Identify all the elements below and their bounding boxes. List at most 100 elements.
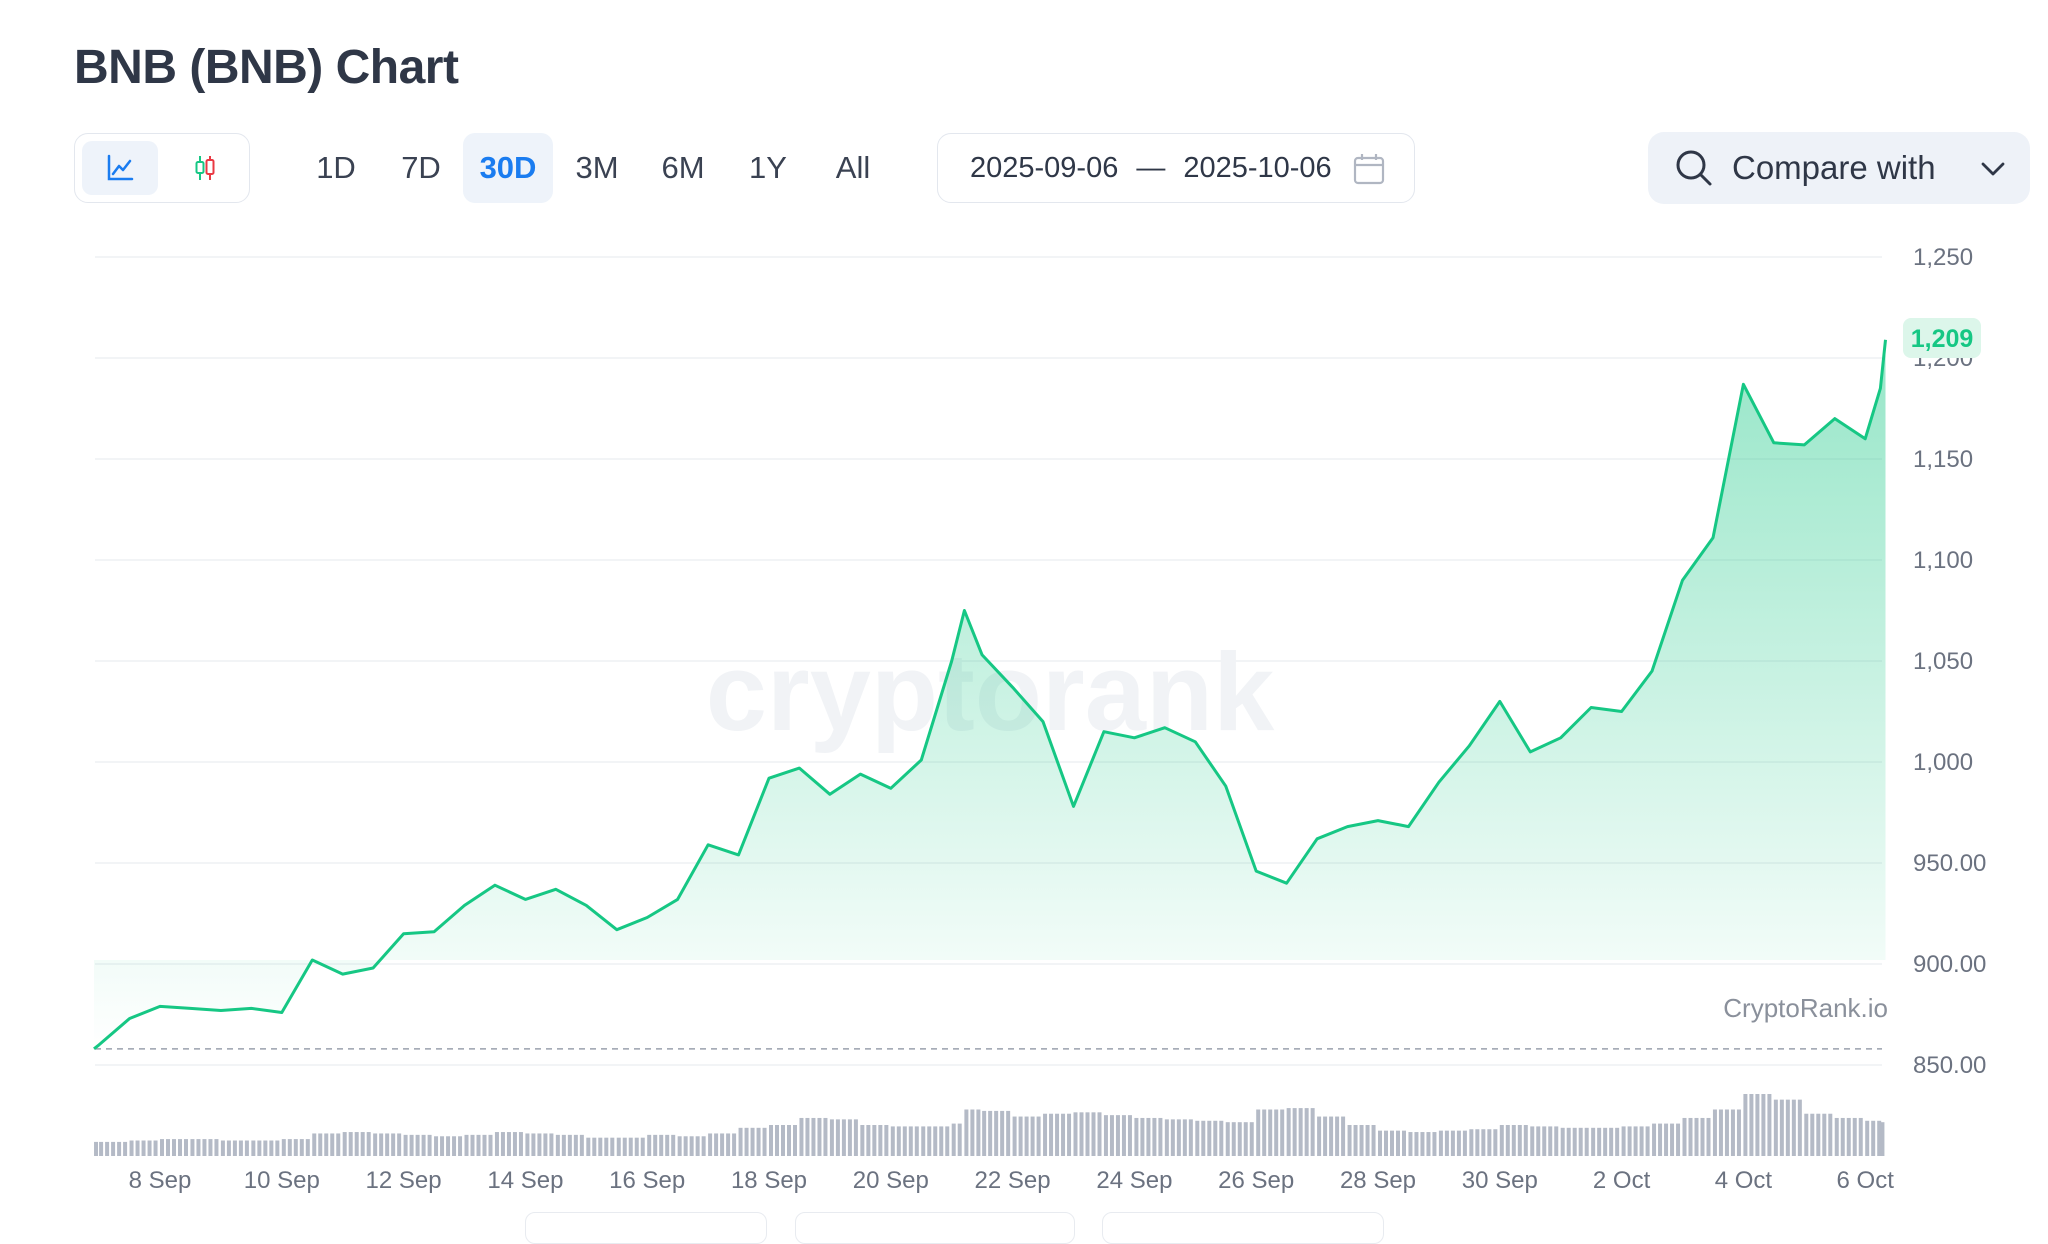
volume-bar bbox=[726, 1133, 730, 1156]
volume-bar bbox=[1810, 1114, 1814, 1156]
volume-bar bbox=[422, 1135, 426, 1156]
volume-bar bbox=[939, 1126, 943, 1156]
volume-bar bbox=[580, 1135, 584, 1156]
volume-bar bbox=[1603, 1128, 1607, 1156]
volume-bar bbox=[1816, 1114, 1820, 1156]
volume-bar bbox=[1098, 1112, 1102, 1156]
volume-bar bbox=[1031, 1117, 1035, 1156]
volume-bar bbox=[1622, 1126, 1626, 1156]
x-tick-label: 18 Sep bbox=[731, 1167, 807, 1194]
x-tick-label: 10 Sep bbox=[244, 1167, 320, 1194]
volume-bar bbox=[623, 1138, 627, 1156]
volume-bar bbox=[336, 1133, 340, 1156]
volume-bar bbox=[355, 1132, 359, 1156]
volume-bar bbox=[1025, 1117, 1029, 1156]
volume-bar bbox=[775, 1125, 779, 1156]
volume-bar bbox=[739, 1128, 743, 1156]
volume-bar bbox=[641, 1138, 645, 1156]
price-area-fill bbox=[94, 340, 1886, 1049]
volume-bar bbox=[1481, 1129, 1485, 1156]
volume-bar bbox=[1116, 1115, 1120, 1156]
volume-bar bbox=[330, 1133, 334, 1156]
volume-bar bbox=[1676, 1124, 1680, 1156]
volume-bar bbox=[1554, 1126, 1558, 1156]
y-tick-label: 1,050 bbox=[1913, 648, 1973, 675]
x-tick-label: 4 Oct bbox=[1715, 1167, 1773, 1194]
volume-bar bbox=[1293, 1108, 1297, 1156]
volume-bar bbox=[574, 1135, 578, 1156]
volume-bar bbox=[872, 1125, 876, 1156]
volume-bar bbox=[1755, 1094, 1759, 1156]
volume-bar bbox=[1500, 1125, 1504, 1156]
volume-bar bbox=[988, 1111, 992, 1156]
volume-bar bbox=[1880, 1122, 1884, 1156]
volume-bar bbox=[1451, 1131, 1455, 1156]
volume-bar bbox=[1146, 1118, 1150, 1156]
volume-bar bbox=[1165, 1119, 1169, 1156]
volume-bar bbox=[1804, 1114, 1808, 1156]
volume-bar bbox=[1207, 1121, 1211, 1156]
volume-bar bbox=[1493, 1129, 1497, 1156]
volume-bar bbox=[836, 1119, 840, 1156]
volume-bar bbox=[1360, 1125, 1364, 1156]
volume-bar bbox=[1664, 1124, 1668, 1156]
volume-bar bbox=[1792, 1100, 1796, 1156]
volume-bar bbox=[172, 1139, 176, 1156]
y-tick-label: 900.00 bbox=[1913, 951, 1986, 978]
volume-bar bbox=[1780, 1100, 1784, 1156]
volume-bar bbox=[1512, 1125, 1516, 1156]
volume-bar bbox=[452, 1136, 456, 1156]
volume-bar bbox=[1177, 1119, 1181, 1156]
volume-bar bbox=[793, 1125, 797, 1156]
volume-bar bbox=[379, 1133, 383, 1156]
volume-bar bbox=[1439, 1131, 1443, 1156]
volume-bar bbox=[263, 1141, 267, 1157]
current-price-badge: 1,209 bbox=[1911, 325, 1974, 353]
volume-bar bbox=[610, 1138, 614, 1156]
volume-bar bbox=[1213, 1121, 1217, 1156]
volume-bar bbox=[945, 1126, 949, 1156]
volume-bar bbox=[915, 1126, 919, 1156]
volume-bar bbox=[1354, 1125, 1358, 1156]
volume-bar bbox=[1579, 1128, 1583, 1156]
volume-bar bbox=[385, 1133, 389, 1156]
volume-bar bbox=[160, 1139, 164, 1156]
volume-bar bbox=[549, 1133, 553, 1156]
volume-bar bbox=[178, 1139, 182, 1156]
volume-bar bbox=[136, 1141, 140, 1157]
volume-bar bbox=[245, 1141, 249, 1157]
volume-bar bbox=[1122, 1115, 1126, 1156]
volume-bar bbox=[1043, 1114, 1047, 1156]
volume-bar bbox=[1055, 1114, 1059, 1156]
volume-bar bbox=[501, 1132, 505, 1156]
volume-bar bbox=[531, 1133, 535, 1156]
volume-bar bbox=[1006, 1111, 1010, 1156]
volume-bar bbox=[1591, 1128, 1595, 1156]
volume-bar bbox=[1640, 1126, 1644, 1156]
volume-bar bbox=[568, 1135, 572, 1156]
volume-bar bbox=[1262, 1110, 1266, 1157]
volume-bar bbox=[111, 1142, 115, 1156]
volume-bar bbox=[1542, 1126, 1546, 1156]
volume-bar bbox=[1049, 1114, 1053, 1156]
volume-bar bbox=[1384, 1131, 1388, 1156]
volume-bar bbox=[751, 1128, 755, 1156]
volume-bar bbox=[745, 1128, 749, 1156]
volume-bar bbox=[1226, 1122, 1230, 1156]
volume-bar bbox=[732, 1133, 736, 1156]
price-chart[interactable]: cryptorank 1,2501,2001,1501,1001,0501,00… bbox=[0, 0, 2048, 1217]
volume-bar bbox=[489, 1135, 493, 1156]
volume-bar bbox=[1372, 1125, 1376, 1156]
volume-bar bbox=[257, 1141, 261, 1157]
volume-bar bbox=[1250, 1122, 1254, 1156]
volume-bar bbox=[878, 1125, 882, 1156]
volume-bar bbox=[604, 1138, 608, 1156]
volume-bar bbox=[446, 1136, 450, 1156]
volume-bar bbox=[1232, 1122, 1236, 1156]
volume-bar bbox=[598, 1138, 602, 1156]
volume-bar bbox=[318, 1133, 322, 1156]
volume-bar bbox=[1140, 1118, 1144, 1156]
volume-bar bbox=[1256, 1110, 1260, 1157]
volume-bar bbox=[434, 1136, 438, 1156]
volume-bar bbox=[1475, 1129, 1479, 1156]
